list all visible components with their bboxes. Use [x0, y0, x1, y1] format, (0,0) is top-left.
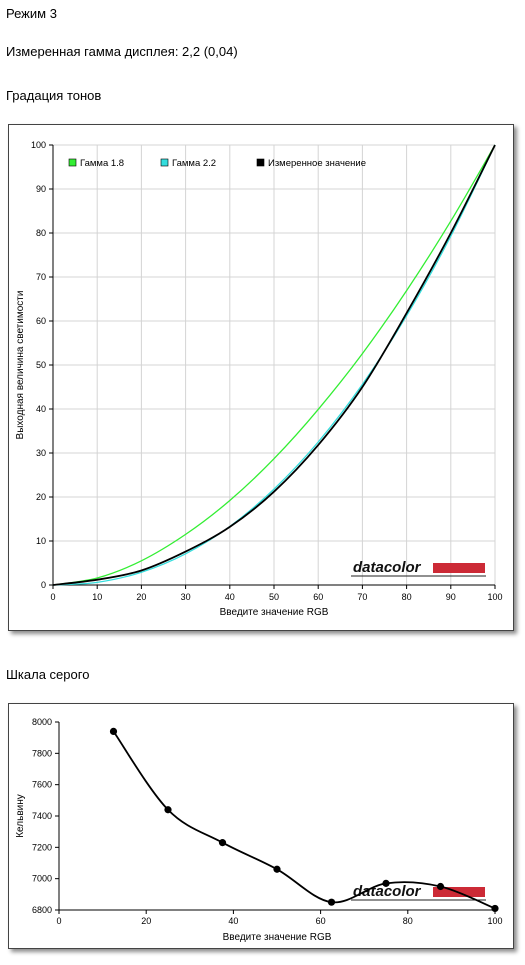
tone-tick-label-y: 10: [36, 536, 46, 546]
tone-tick-label-y: 40: [36, 404, 46, 414]
gray-tick-label-x: 60: [316, 916, 326, 926]
tone-y-axis-title: Выходная величина светимости: [15, 291, 26, 440]
tone-tick-label-x: 40: [225, 592, 235, 602]
gray-tick-label-x: 0: [56, 916, 61, 926]
tone-legend-swatch-2: [160, 158, 169, 167]
tone-tick-label-y: 100: [31, 140, 46, 150]
tone-tick-label-y: 60: [36, 316, 46, 326]
gray-tick-label-y: 7400: [32, 811, 52, 821]
tone-series-line-1: [52, 144, 496, 586]
gray-tick-label-y: 7200: [32, 842, 52, 852]
gray-chart-panel: 0 20 40 60 80 100 6800 7000 7200 7400 7600 7800 8000…: [8, 703, 514, 949]
tone-tick-label-y: 90: [36, 184, 46, 194]
datacolor-logo-text: datacolor: [353, 883, 422, 900]
gray-tick-label-x: 100: [487, 916, 502, 926]
gray-data-point: [218, 839, 227, 847]
gray-data-point: [109, 727, 118, 735]
tone-chart-panel: 0 10 20 30 40 50 60 70 80 90 100 0 10 20 30 40 50 60 70 80 9…: [8, 124, 514, 631]
tone-tick-label-y: 80: [36, 228, 46, 238]
gray-tick-label-x: 20: [141, 916, 151, 926]
datacolor-logo-bar: [433, 563, 485, 573]
tone-tick-label-x: 90: [446, 592, 456, 602]
gray-data-point: [164, 806, 172, 814]
gray-data-point: [491, 904, 499, 913]
tone-tick-label-x: 70: [357, 592, 367, 602]
tone-series-line-2: [52, 144, 496, 586]
tone-chart: 0 10 20 30 40 50 60 70 80 90 100 0 10 20 30 40 50 60 70 80 9…: [15, 140, 503, 618]
gray-tick-label-y: 8000: [32, 717, 52, 727]
gray-y-axis-title: Кельвину: [15, 794, 26, 838]
gray-data-point: [436, 882, 445, 891]
gray-data-point: [327, 898, 336, 906]
gray-x-axis-title: Введите значение RGB: [223, 932, 332, 943]
datacolor-logo: datacolor: [351, 559, 486, 577]
gray-tick-label-x: 80: [403, 916, 413, 926]
tone-tick-label-x: 0: [50, 592, 55, 602]
mode-label: Режим 3: [6, 6, 57, 21]
tone-tick-label-y: 30: [36, 448, 46, 458]
tone-tick-label-y: 0: [41, 580, 46, 590]
tone-tick-label-x: 20: [136, 592, 146, 602]
tone-legend-label-2: Гамма 2.2: [172, 158, 216, 169]
tone-tick-label-x: 50: [269, 592, 279, 602]
gray-tick-label-y: 7000: [32, 874, 52, 884]
gray-tick-label-y: 6800: [32, 905, 52, 915]
tone-tick-label-x: 80: [402, 592, 412, 602]
tone-tick-label-x: 60: [313, 592, 323, 602]
tone-x-axis-title: Введите значение RGB: [220, 607, 329, 618]
tone-legend-swatch-3: [256, 158, 265, 167]
tone-legend: Гамма 1.8 Гамма 2.2 Измеренное значение: [68, 158, 366, 169]
gray-data-point: [382, 879, 390, 887]
tone-section-title: Градация тонов: [6, 88, 102, 103]
gray-series-line: [112, 730, 496, 910]
measured-gamma-text: Измеренная гамма дисплея: 2,2 (0,04): [6, 44, 238, 59]
tone-legend-label-3: Измеренное значение: [268, 158, 366, 169]
grayscale-chart: 0 20 40 60 80 100 6800 7000 7200 7400 7600 7800 8000…: [15, 717, 503, 943]
tone-tick-label-x: 10: [92, 592, 102, 602]
datacolor-logo: datacolor: [351, 883, 486, 901]
gray-data-point: [273, 865, 281, 873]
tone-tick-label-x: 100: [487, 592, 502, 602]
tone-series-line-3: [52, 144, 496, 586]
tone-tick-label-x: 30: [181, 592, 191, 602]
tone-legend-swatch-1: [68, 158, 77, 167]
tone-legend-label-1: Гамма 1.8: [80, 158, 124, 169]
gray-section-title: Шкала серого: [6, 667, 90, 682]
tone-tick-label-y: 70: [36, 272, 46, 282]
datacolor-logo-text: datacolor: [353, 559, 422, 576]
gray-tick-label-y: 7800: [32, 748, 52, 758]
gray-tick-label-y: 7600: [32, 780, 52, 790]
tone-tick-label-y: 20: [36, 492, 46, 502]
gray-tick-label-x: 40: [228, 916, 238, 926]
tone-tick-label-y: 50: [36, 360, 46, 370]
